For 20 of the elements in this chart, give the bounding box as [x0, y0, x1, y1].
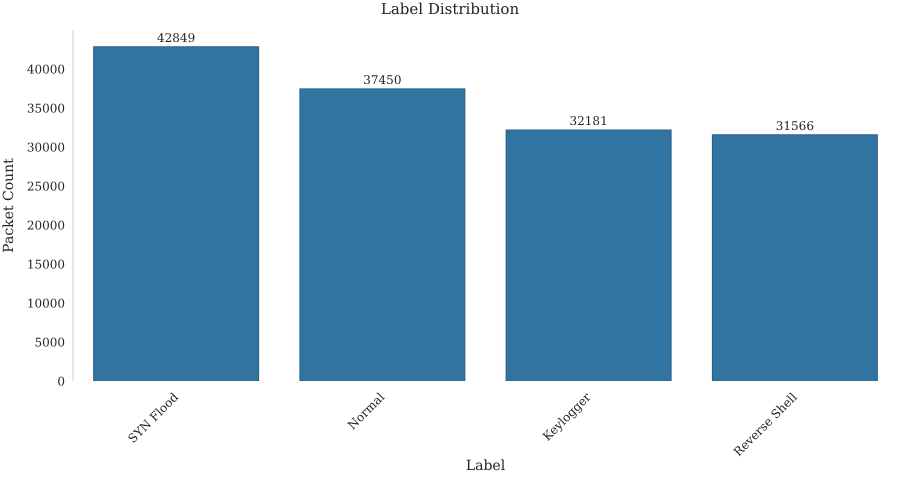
data-label: 37450	[363, 72, 402, 87]
y-tick-label: 5000	[34, 335, 65, 350]
y-tick-label: 15000	[26, 257, 65, 272]
data-label: 32181	[570, 114, 608, 128]
bar	[712, 134, 878, 381]
y-tick-label: 10000	[26, 296, 65, 310]
bar	[506, 129, 672, 381]
y-axis-title: Packet Count	[0, 158, 17, 253]
data-label: 42849	[157, 30, 196, 45]
y-tick-label: 35000	[26, 101, 65, 116]
data-label: 31566	[776, 118, 814, 133]
chart-title: Label Distribution	[380, 0, 520, 18]
bar	[93, 46, 260, 381]
y-tick-label: 25000	[26, 179, 65, 194]
y-tick-label: 20000	[26, 218, 65, 232]
x-axis-title: Label	[466, 458, 506, 474]
y-tick-label: 40000	[26, 62, 65, 76]
y-tick-label: 30000	[26, 140, 65, 154]
bar	[299, 88, 466, 381]
y-tick-label: 0	[57, 374, 65, 388]
